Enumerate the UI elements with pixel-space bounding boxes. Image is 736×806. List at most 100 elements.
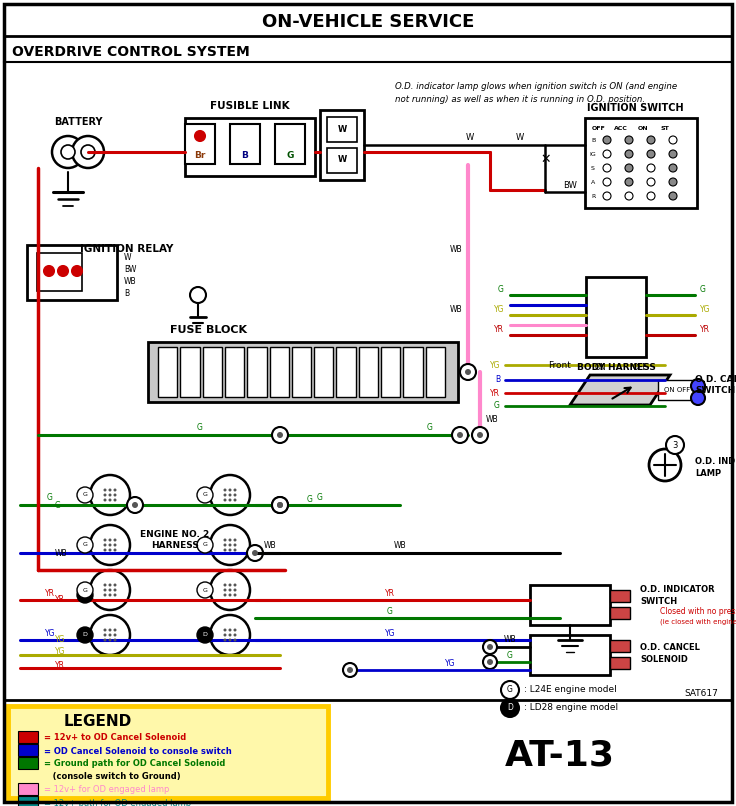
Circle shape bbox=[104, 638, 107, 642]
Bar bbox=[327, 117, 357, 142]
Bar bbox=[18, 783, 38, 795]
Text: IGNITION RELAY: IGNITION RELAY bbox=[80, 244, 174, 254]
Circle shape bbox=[272, 497, 288, 513]
Text: G: G bbox=[202, 492, 208, 497]
Circle shape bbox=[457, 432, 463, 438]
Text: (ie closed with engine off): (ie closed with engine off) bbox=[660, 619, 736, 625]
Circle shape bbox=[233, 629, 236, 631]
Text: YG: YG bbox=[55, 635, 66, 645]
Circle shape bbox=[347, 667, 353, 673]
Circle shape bbox=[210, 475, 250, 515]
Text: ✕: ✕ bbox=[541, 152, 551, 165]
Text: A: A bbox=[591, 180, 595, 185]
Bar bbox=[230, 124, 260, 164]
Circle shape bbox=[113, 498, 116, 501]
Circle shape bbox=[647, 192, 655, 200]
Bar bbox=[185, 124, 215, 164]
Circle shape bbox=[224, 498, 227, 501]
Bar bbox=[27, 245, 117, 300]
Text: AT-13: AT-13 bbox=[505, 738, 615, 772]
Text: 3: 3 bbox=[672, 441, 678, 450]
Circle shape bbox=[233, 634, 236, 637]
Circle shape bbox=[61, 145, 75, 159]
Circle shape bbox=[501, 681, 519, 699]
Bar bbox=[610, 657, 630, 669]
Circle shape bbox=[210, 615, 250, 655]
Circle shape bbox=[647, 178, 655, 186]
Circle shape bbox=[228, 584, 232, 587]
Bar bbox=[292, 347, 311, 397]
Text: Closed with no pressure: Closed with no pressure bbox=[660, 606, 736, 616]
Text: LAMP: LAMP bbox=[695, 468, 721, 477]
Circle shape bbox=[113, 493, 116, 496]
Bar bbox=[185, 118, 315, 176]
Circle shape bbox=[233, 593, 236, 596]
Circle shape bbox=[487, 659, 493, 665]
Text: G: G bbox=[507, 685, 513, 695]
Circle shape bbox=[108, 588, 111, 592]
Circle shape bbox=[77, 627, 93, 643]
Circle shape bbox=[195, 131, 205, 141]
Circle shape bbox=[477, 432, 483, 438]
Text: YR: YR bbox=[55, 660, 65, 670]
Circle shape bbox=[108, 634, 111, 637]
Circle shape bbox=[233, 498, 236, 501]
Circle shape bbox=[108, 538, 111, 542]
Text: = 12v+ path for OD engaged lamp: = 12v+ path for OD engaged lamp bbox=[44, 799, 191, 806]
Text: YR: YR bbox=[45, 588, 55, 597]
Text: ENGINE NO. 2
HARNESS: ENGINE NO. 2 HARNESS bbox=[141, 530, 210, 550]
Circle shape bbox=[113, 543, 116, 546]
Text: Front: Front bbox=[548, 360, 571, 369]
Circle shape bbox=[669, 178, 677, 186]
Circle shape bbox=[52, 136, 84, 168]
Circle shape bbox=[113, 588, 116, 592]
Circle shape bbox=[603, 192, 611, 200]
Circle shape bbox=[104, 588, 107, 592]
Circle shape bbox=[108, 629, 111, 631]
Circle shape bbox=[483, 655, 497, 669]
Text: WB: WB bbox=[55, 549, 68, 558]
Circle shape bbox=[483, 640, 497, 654]
Text: G: G bbox=[82, 542, 88, 547]
Circle shape bbox=[224, 538, 227, 542]
Text: YR: YR bbox=[385, 588, 395, 597]
Text: G: G bbox=[55, 501, 61, 509]
Circle shape bbox=[233, 543, 236, 546]
Text: SAT617: SAT617 bbox=[684, 689, 718, 699]
Circle shape bbox=[252, 550, 258, 556]
Bar bbox=[320, 110, 364, 180]
Text: YG: YG bbox=[45, 629, 55, 638]
Circle shape bbox=[603, 136, 611, 144]
Circle shape bbox=[603, 164, 611, 172]
Text: YR: YR bbox=[700, 326, 710, 334]
Bar bbox=[8, 706, 328, 798]
Bar bbox=[202, 347, 222, 397]
Circle shape bbox=[72, 136, 104, 168]
Circle shape bbox=[669, 164, 677, 172]
Circle shape bbox=[669, 192, 677, 200]
Circle shape bbox=[108, 488, 111, 492]
Circle shape bbox=[247, 545, 263, 561]
Text: = OD Cancel Solenoid to console switch: = OD Cancel Solenoid to console switch bbox=[44, 746, 232, 755]
Circle shape bbox=[691, 391, 705, 405]
Circle shape bbox=[233, 549, 236, 551]
Text: B: B bbox=[591, 138, 595, 143]
Circle shape bbox=[666, 436, 684, 454]
Text: YG: YG bbox=[700, 305, 710, 314]
Circle shape bbox=[197, 487, 213, 503]
Text: D: D bbox=[82, 592, 88, 597]
Text: W: W bbox=[466, 132, 474, 142]
Text: W: W bbox=[337, 156, 347, 164]
Circle shape bbox=[108, 493, 111, 496]
Bar bbox=[18, 731, 38, 743]
Text: ON-VEHICLE SERVICE: ON-VEHICLE SERVICE bbox=[262, 13, 474, 31]
Circle shape bbox=[104, 629, 107, 631]
Circle shape bbox=[224, 493, 227, 496]
Circle shape bbox=[625, 192, 633, 200]
Text: YG: YG bbox=[385, 629, 395, 638]
Text: G: G bbox=[507, 650, 513, 659]
Text: YR: YR bbox=[490, 388, 500, 397]
Text: (console switch to Ground): (console switch to Ground) bbox=[44, 772, 180, 782]
Text: O.D. indicator lamp glows when ignition switch is ON (and engine
not running) as: O.D. indicator lamp glows when ignition … bbox=[395, 82, 677, 103]
Bar bbox=[530, 635, 610, 675]
